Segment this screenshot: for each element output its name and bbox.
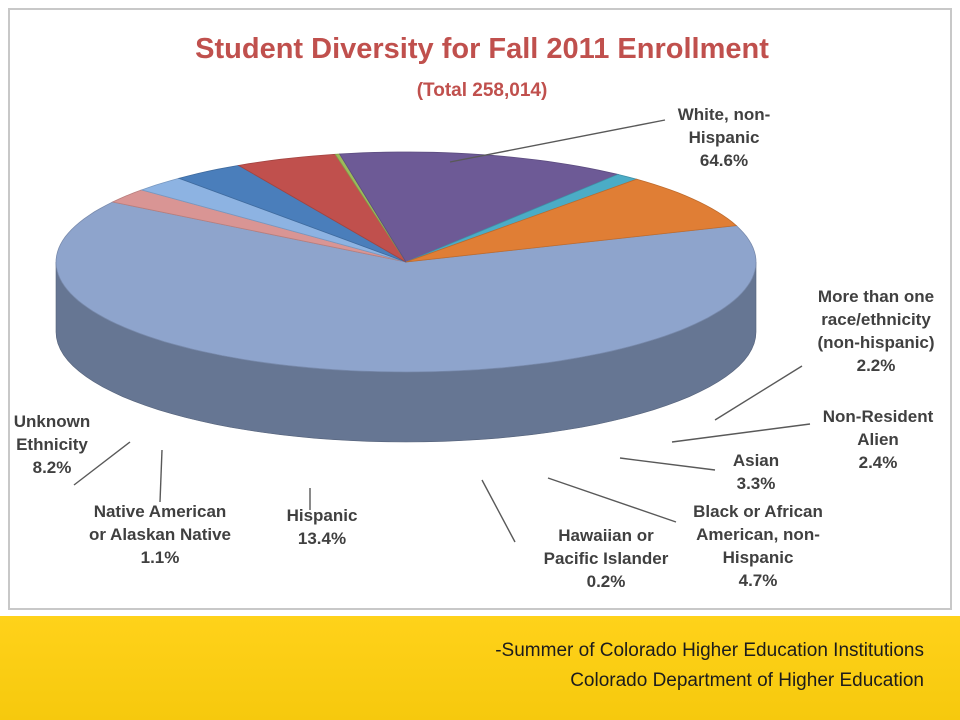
slice-label-line: More than one <box>818 287 934 306</box>
slice-label-native-american-or-alaskan-native: Native American or Alaskan Native 1.1% <box>89 502 231 567</box>
pie-slices <box>55 151 757 373</box>
slice-black-or-african-american-non-hispanic <box>237 153 407 263</box>
source-line-1: -Summer of Colorado Higher Education Ins… <box>495 640 924 661</box>
slice-label-line: 2.2% <box>857 356 896 375</box>
slice-label-line: Unknown <box>14 412 91 431</box>
leader-line-white-non-hispanic <box>449 119 666 163</box>
slice-white-non-hispanic <box>55 201 757 373</box>
slice-label-line: 64.6% <box>700 151 748 170</box>
source-footer: -Summer of Colorado Higher Education Ins… <box>0 616 960 720</box>
slice-label-hawaiian-or-pacific-islander: Hawaiian or Pacific Islander 0.2% <box>544 526 669 591</box>
slice-label-non-resident-alien: Non-Resident Alien 2.4% <box>823 407 934 472</box>
slice-label-line: 1.1% <box>141 548 180 567</box>
slice-label-line: 3.3% <box>737 474 776 493</box>
leader-line-unknown-ethnicity <box>73 441 131 486</box>
slice-label-unknown-ethnicity: Unknown Ethnicity 8.2% <box>14 412 91 477</box>
chart-title: Student Diversity for Fall 2011 Enrollme… <box>195 33 769 65</box>
slice-label-line: (non-hispanic) <box>817 333 934 352</box>
slice-label-line: 4.7% <box>739 571 778 590</box>
slice-unknown-ethnicity <box>405 178 738 263</box>
slice-label-line: White, non- <box>678 105 771 124</box>
chart-subtitle: (Total 258,014) <box>417 80 548 101</box>
leader-line-native-american-or-alaskan-native <box>159 449 163 503</box>
leader-lines <box>73 119 811 543</box>
slice-label-line: race/ethnicity <box>821 310 931 329</box>
slice-label-line: Pacific Islander <box>544 549 669 568</box>
slice-label-more-than-one-race-ethnicity-non-hispanic: More than one race/ethnicity (non-hispanic… <box>817 287 934 375</box>
slice-label-white-non-hispanic: White, non- Hispanic 64.6% <box>678 105 771 170</box>
slice-label-line: Native American <box>94 502 227 521</box>
chart-panel: Student Diversity for Fall 2011 Enrollme… <box>8 8 952 610</box>
slice-label-line: 13.4% <box>298 529 346 548</box>
slice-label-black-or-african-american-non-hispanic: Black or African American, non- Hispanic 4.… <box>693 502 823 590</box>
slice-label-line: 2.4% <box>859 453 898 472</box>
slice-label-line: Hawaiian or <box>558 526 654 545</box>
slice-label-line: American, non- <box>696 525 820 544</box>
pie-chart: Student Diversity for Fall 2011 Enrollme… <box>14 33 935 591</box>
slice-label-line: Hispanic <box>689 128 760 147</box>
slice-label-line: Black or African <box>693 502 823 521</box>
source-line-2: Colorado Department of Higher Education <box>570 670 924 691</box>
slice-label-line: or Alaskan Native <box>89 525 231 544</box>
slice-label-line: Non-Resident <box>823 407 934 426</box>
slice-label-line: 0.2% <box>587 572 626 591</box>
leader-line-non-resident-alien <box>671 423 811 443</box>
slice-asian <box>177 164 407 263</box>
slice-label-line: 8.2% <box>33 458 72 477</box>
leader-line-asian <box>619 457 716 471</box>
slice-label-asian: Asian 3.3% <box>733 451 779 493</box>
slice-label-hispanic: Hispanic 13.4% <box>287 506 358 548</box>
slice-label-line: Hispanic <box>287 506 358 525</box>
leader-line-hawaiian-or-pacific-islander <box>481 479 516 543</box>
leader-line-more-than-one-race-ethnicity-non-hispanic <box>714 365 803 421</box>
slice-labels: White, non- Hispanic 64.6% More than one rac… <box>14 105 935 591</box>
slice-label-line: Asian <box>733 451 779 470</box>
slice-label-line: Ethnicity <box>16 435 88 454</box>
slice-label-line: Alien <box>857 430 899 449</box>
leader-line-black-or-african-american-non-hispanic <box>547 477 677 523</box>
slice-non-resident-alien <box>140 177 407 263</box>
slice-label-line: Hispanic <box>723 548 794 567</box>
